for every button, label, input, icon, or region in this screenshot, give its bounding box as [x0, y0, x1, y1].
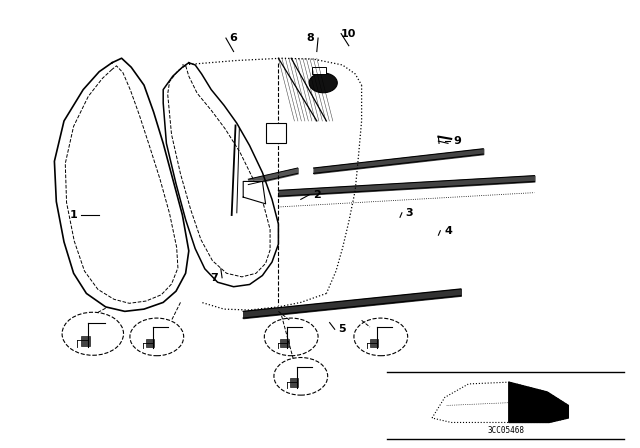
Text: 10: 10 [341, 29, 356, 39]
Bar [290, 378, 298, 387]
Text: 9: 9 [454, 136, 461, 146]
Circle shape [309, 73, 337, 93]
Text: 8: 8 [307, 33, 314, 43]
Text: 1: 1 [70, 210, 77, 220]
Polygon shape [243, 181, 266, 204]
Polygon shape [509, 382, 568, 422]
Text: 7: 7 [211, 273, 218, 283]
FancyBboxPatch shape [266, 123, 286, 143]
Text: 4: 4 [444, 226, 452, 236]
Bar [146, 339, 154, 347]
Text: 3CC05468: 3CC05468 [487, 426, 524, 435]
Text: 3: 3 [406, 208, 413, 218]
Bar [280, 339, 289, 347]
Bar [81, 336, 90, 345]
FancyBboxPatch shape [312, 67, 326, 74]
Bar [370, 339, 378, 347]
Text: 6: 6 [230, 33, 237, 43]
Text: 5: 5 [339, 324, 346, 334]
Text: 2: 2 [313, 190, 321, 200]
